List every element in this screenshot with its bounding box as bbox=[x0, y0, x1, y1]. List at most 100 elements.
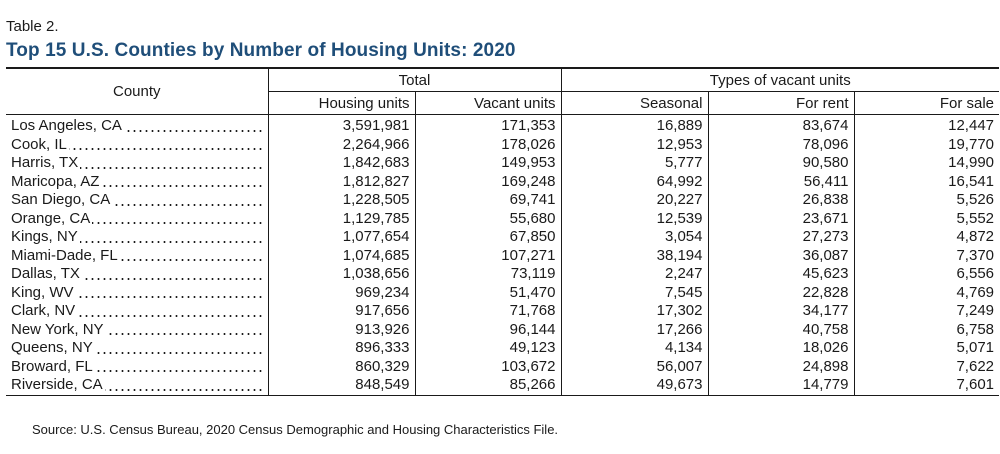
seasonal-cell: 12,539 bbox=[561, 209, 709, 228]
for-rent-cell: 78,096 bbox=[708, 135, 855, 154]
seasonal-cell: 3,054 bbox=[561, 228, 709, 247]
table-row: Clark, NV 917,656 71,768 17,302 34,177 7,249 bbox=[6, 302, 999, 321]
county-name: New York, NY bbox=[11, 320, 106, 338]
housing-units-cell: 1,038,656 bbox=[268, 265, 416, 284]
vacant-units-cell: 149,953 bbox=[415, 154, 562, 173]
leader-dots bbox=[11, 185, 264, 187]
county-name: Los Angeles, CA bbox=[11, 117, 124, 134]
housing-units-cell: 848,549 bbox=[268, 376, 416, 396]
vacant-units-cell: 107,271 bbox=[415, 246, 562, 265]
county-cell: Maricopa, AZ bbox=[6, 172, 269, 191]
seasonal-cell: 4,134 bbox=[561, 339, 709, 358]
for-rent-cell: 90,580 bbox=[708, 154, 855, 173]
county-cell: Cook, IL bbox=[6, 135, 269, 154]
leader-dots bbox=[11, 166, 264, 169]
table-row: Miami-Dade, FL 1,074,685 107,271 38,194 36,0… bbox=[6, 246, 999, 265]
for-rent-cell: 40,758 bbox=[708, 320, 855, 339]
county-name: Kings, NY bbox=[11, 228, 80, 245]
leader-dots bbox=[11, 370, 264, 372]
seasonal-cell: 64,992 bbox=[561, 172, 709, 191]
seasonal-cell: 38,194 bbox=[561, 246, 709, 265]
for-sale-cell: 16,541 bbox=[948, 172, 995, 190]
for-sale-cell: 7,249 bbox=[956, 302, 995, 319]
vacant-units-cell: 103,672 bbox=[415, 357, 562, 376]
leader-dots bbox=[11, 259, 264, 261]
county-cell: Dallas, TX bbox=[6, 265, 269, 284]
for-rent-column-header: For rent bbox=[708, 91, 855, 115]
leader-dots bbox=[11, 333, 264, 335]
vacant-units-cell: 71,768 bbox=[415, 302, 562, 321]
vacant-units-cell: 51,470 bbox=[415, 283, 562, 302]
vacant-types-group-header: Types of vacant units bbox=[561, 67, 1000, 92]
table-row: Maricopa, AZ 1,812,827 169,248 64,992 56,411… bbox=[6, 172, 999, 191]
housing-units-cell: 1,842,683 bbox=[268, 154, 416, 173]
table-row: Queens, NY 896,333 49,123 4,134 18,026 5,071 bbox=[6, 339, 999, 358]
vacant-units-cell: 55,680 bbox=[415, 209, 562, 228]
county-cell: Kings, NY bbox=[6, 228, 269, 247]
table-row: Dallas, TX 1,038,656 73,119 2,247 45,623 6,55… bbox=[6, 265, 999, 284]
table-row: San Diego, CA 1,228,505 69,741 20,227 26,838… bbox=[6, 191, 999, 210]
vacant-units-cell: 49,123 bbox=[415, 339, 562, 358]
seasonal-cell: 56,007 bbox=[561, 357, 709, 376]
seasonal-cell: 20,227 bbox=[561, 191, 709, 210]
table-row: Harris, TX 1,842,683 149,953 5,777 90,580 14,… bbox=[6, 154, 999, 173]
housing-units-cell: 3,591,981 bbox=[268, 114, 416, 136]
housing-units-cell: 1,077,654 bbox=[268, 228, 416, 247]
leader-dots bbox=[11, 222, 264, 224]
table-row: Broward, FL 860,329 103,672 56,007 24,898 7,6… bbox=[6, 357, 999, 376]
county-name: Clark, NV bbox=[11, 302, 78, 319]
county-cell: New York, NY bbox=[6, 320, 269, 339]
housing-units-cell: 913,926 bbox=[268, 320, 416, 339]
county-name: San Diego, CA bbox=[11, 191, 113, 208]
county-name: Orange, CA bbox=[11, 209, 93, 227]
seasonal-cell: 7,545 bbox=[561, 283, 709, 302]
county-name: Riverside, CA bbox=[11, 376, 105, 393]
leader-dots bbox=[11, 129, 264, 132]
vacant-units-cell: 171,353 bbox=[415, 114, 562, 136]
table-row: New York, NY 913,926 96,144 17,266 40,758 6,7… bbox=[6, 320, 999, 339]
vacant-units-cell: 178,026 bbox=[415, 135, 562, 154]
county-cell: Harris, TX bbox=[6, 154, 269, 173]
seasonal-cell: 16,889 bbox=[561, 114, 709, 136]
housing-units-cell: 2,264,966 bbox=[268, 135, 416, 154]
total-group-header: Total bbox=[268, 67, 562, 92]
county-name: Cook, IL bbox=[11, 135, 69, 153]
seasonal-cell: 2,247 bbox=[561, 265, 709, 284]
county-cell: Riverside, CA bbox=[6, 376, 269, 396]
seasonal-cell: 49,673 bbox=[561, 376, 709, 396]
table-row: Riverside, CA 848,549 85,266 49,673 14,779 7,… bbox=[6, 376, 1000, 396]
leader-dots bbox=[11, 203, 264, 206]
for-rent-cell: 34,177 bbox=[708, 302, 855, 321]
vacant-units-cell: 67,850 bbox=[415, 228, 562, 247]
for-rent-cell: 14,779 bbox=[708, 376, 855, 396]
county-name: Broward, FL bbox=[11, 357, 95, 375]
for-rent-cell: 45,623 bbox=[708, 265, 855, 284]
county-cell: Clark, NV bbox=[6, 302, 269, 321]
table-row: Orange, CA 1,129,785 55,680 12,539 23,671 5,5… bbox=[6, 209, 999, 228]
source-note: Source: U.S. Census Bureau, 2020 Census … bbox=[32, 422, 559, 437]
table-row: Los Angeles, CA 3,591,981 171,353 16,889 83,… bbox=[6, 114, 999, 136]
vacant-units-cell: 73,119 bbox=[415, 265, 562, 284]
for-sale-cell: 19,770 bbox=[948, 135, 995, 153]
table-row: Cook, IL 2,264,966 178,026 12,953 78,096 19,7… bbox=[6, 135, 999, 154]
for-sale-cell: 7,601 bbox=[854, 376, 1000, 396]
housing-units-cell: 1,129,785 bbox=[268, 209, 416, 228]
housing-units-table: County Total Types of vacant units Housi… bbox=[6, 67, 1000, 396]
county-name: King, WV bbox=[11, 283, 76, 301]
housing-units-cell: 1,812,827 bbox=[268, 172, 416, 191]
for-sale-cell: 4,769 bbox=[956, 283, 995, 301]
for-sale-cell: 5,526 bbox=[956, 191, 995, 208]
county-cell: Los Angeles, CA bbox=[6, 114, 269, 136]
county-cell: Orange, CA bbox=[6, 209, 269, 228]
seasonal-cell: 17,302 bbox=[561, 302, 709, 321]
for-rent-cell: 36,087 bbox=[708, 246, 855, 265]
for-sale-cell: 6,758 bbox=[956, 320, 995, 338]
page-title: Top 15 U.S. Counties by Number of Housin… bbox=[6, 40, 516, 61]
county-name: Maricopa, AZ bbox=[11, 172, 102, 190]
for-sale-cell: 7,370 bbox=[956, 246, 995, 264]
table-row: King, WV 969,234 51,470 7,545 22,828 4,769 bbox=[6, 283, 999, 302]
county-cell: Queens, NY bbox=[6, 339, 269, 358]
table-row: Kings, NY 1,077,654 67,850 3,054 27,273 4,872 bbox=[6, 228, 999, 247]
leader-dots bbox=[11, 314, 264, 317]
county-cell: King, WV bbox=[6, 283, 269, 302]
